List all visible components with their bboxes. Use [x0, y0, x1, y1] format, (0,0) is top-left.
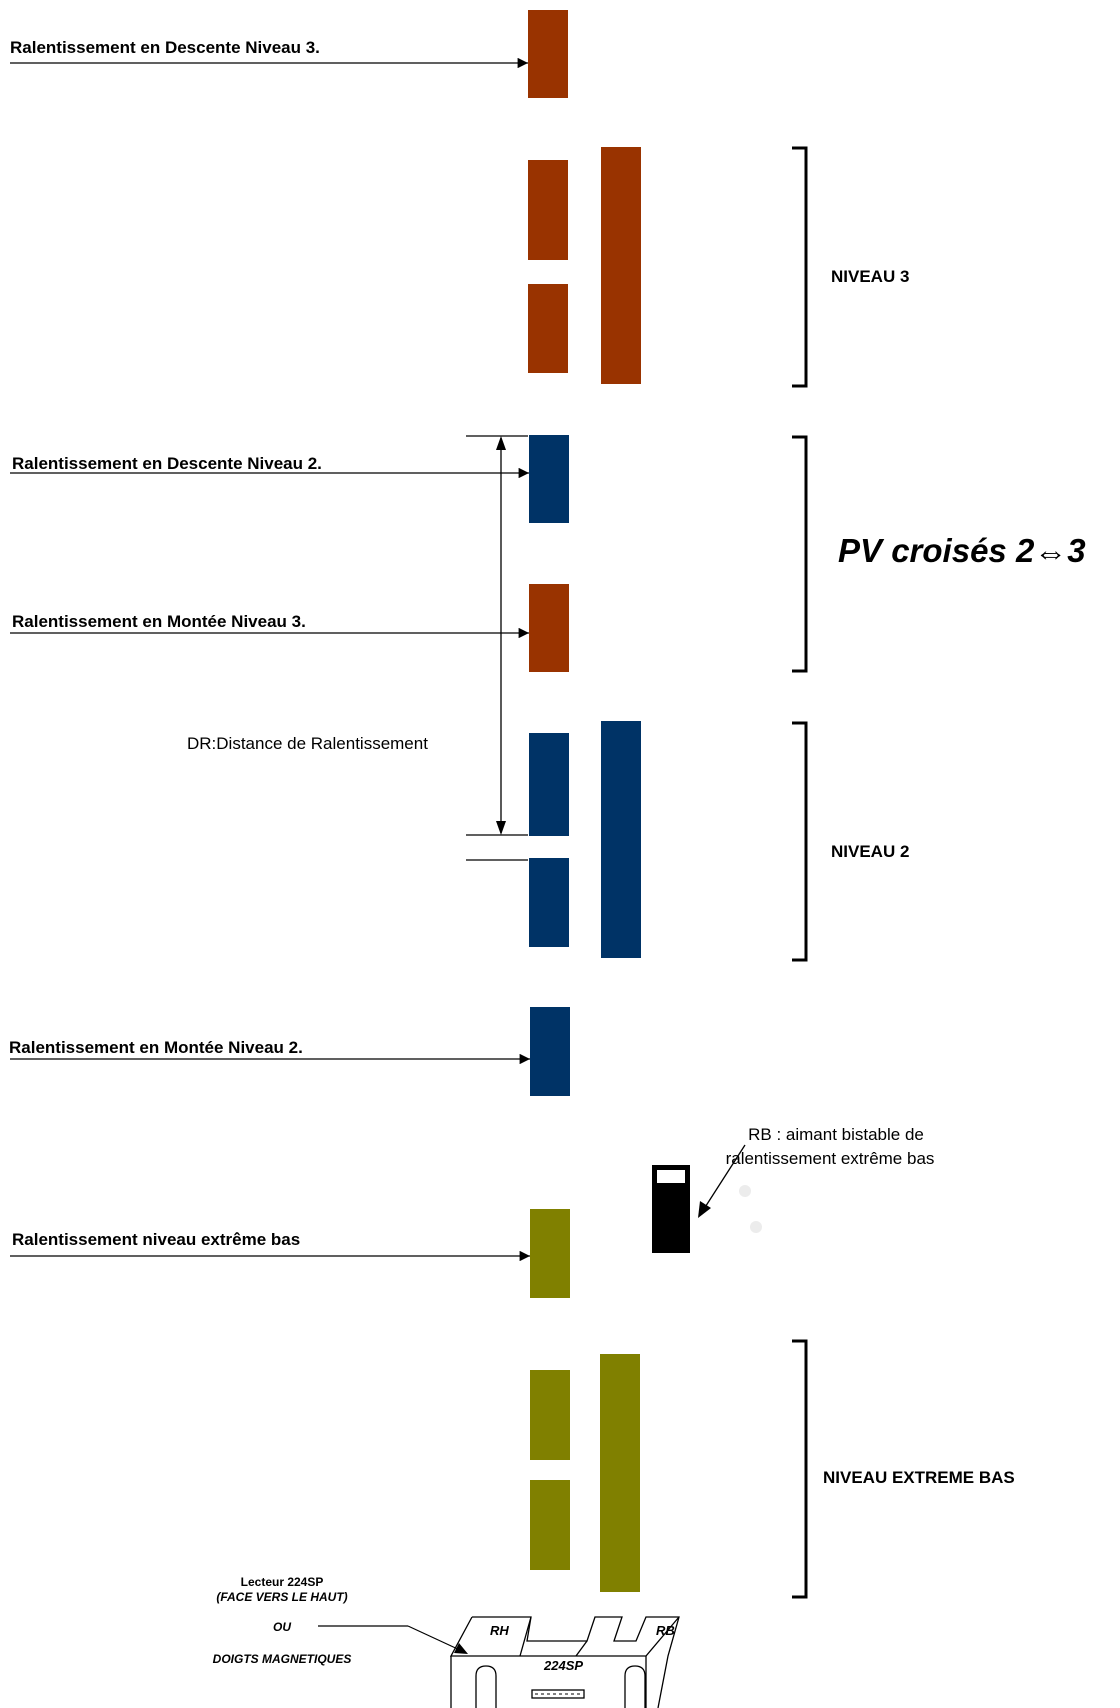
shutter-n3-long [601, 147, 641, 384]
bracket-pv-croises [792, 435, 808, 673]
label-extreme-bas: Ralentissement niveau extrême bas [12, 1230, 300, 1249]
reader-model-label: 224SP [543, 1658, 583, 1673]
shutter-montee-n2 [530, 1007, 570, 1096]
bracket-niveau3 [792, 146, 808, 388]
reader-subtitle: (FACE VERS LE HAUT) [216, 1590, 347, 1604]
level-niveau3: NIVEAU 3 [831, 267, 909, 286]
label-montee-n3: Ralentissement en Montée Niveau 3. [12, 612, 306, 631]
decor-dot-2 [750, 1221, 762, 1233]
bistable-magnet-top [657, 1170, 685, 1183]
arrow-magnet [701, 1144, 746, 1213]
label-dr: DR:Distance de Ralentissement [187, 734, 428, 753]
level-pv-croises: PV croisés 2⇔3 [838, 532, 1086, 569]
magnet-label-line2: ralentissement extrême bas [726, 1149, 935, 1168]
label-descente-n3: Ralentissement en Descente Niveau 3. [10, 38, 320, 57]
shutter-n2-long [601, 721, 641, 958]
magnet-label-line1: RB : aimant bistable de [748, 1125, 924, 1144]
shutter-descente-n2 [529, 435, 569, 523]
reader-alt: DOIGTS MAGNETIQUES [213, 1652, 352, 1666]
reader-rb-label: RB [656, 1623, 675, 1638]
shutter-extreme-long [600, 1354, 640, 1592]
bracket-niveau2 [792, 721, 808, 962]
shutter-n3-upper [528, 160, 568, 260]
reader-device [449, 1616, 680, 1708]
dr-arrow-up-icon [496, 436, 506, 450]
shutter-n3-lower [528, 284, 568, 373]
reader-or: OU [273, 1620, 291, 1634]
arrow-reader-diag [407, 1625, 463, 1652]
reader-title: Lecteur 224SP [241, 1575, 324, 1589]
shutter-n2-upper [529, 733, 569, 836]
shutter-n2-lower [529, 858, 569, 947]
shutter-extreme-upper [530, 1370, 570, 1460]
shutter-extreme-bas [530, 1209, 570, 1298]
dr-arrow-down-icon [496, 821, 506, 835]
reader-arrow-head-icon [454, 1643, 468, 1654]
bracket-extreme [792, 1339, 808, 1599]
level-extreme: NIVEAU EXTREME BAS [823, 1468, 1015, 1487]
level-niveau2: NIVEAU 2 [831, 842, 909, 861]
label-montee-n2: Ralentissement en Montée Niveau 2. [9, 1038, 303, 1057]
reader-rh-label: RH [490, 1623, 509, 1638]
magnet-arrow-head-icon [698, 1201, 711, 1218]
shutter-montee-n3 [529, 584, 569, 672]
shutter-descente-n3 [528, 10, 568, 98]
label-descente-n2: Ralentissement en Descente Niveau 2. [12, 454, 322, 473]
shutter-extreme-lower [530, 1480, 570, 1570]
decor-dot-1 [739, 1185, 751, 1197]
